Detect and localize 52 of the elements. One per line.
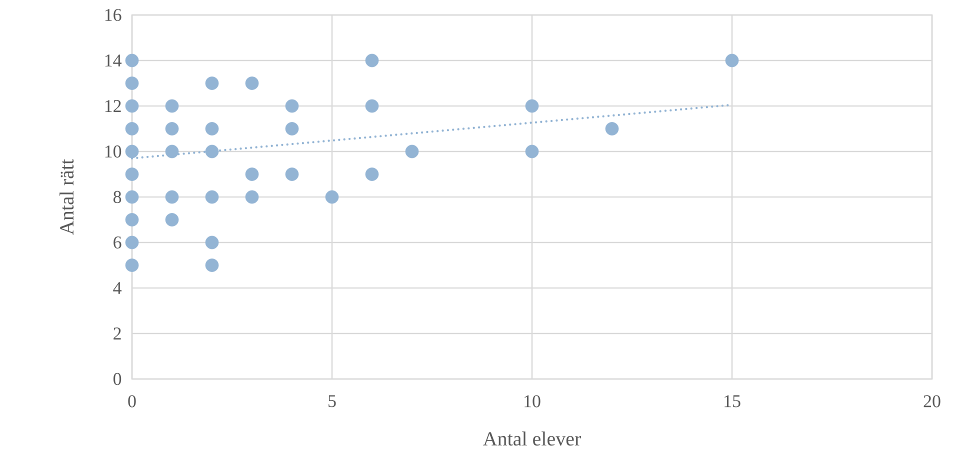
point	[205, 144, 219, 158]
y-tick-label: 16	[105, 8, 122, 22]
point	[165, 99, 179, 113]
point	[285, 122, 299, 136]
y-tick-label: 10	[105, 145, 122, 158]
x-tick-label: 10	[524, 395, 540, 408]
x-tick-label: 20	[924, 395, 940, 408]
point	[245, 76, 259, 90]
point	[365, 54, 379, 68]
y-tick-label: 4	[113, 282, 122, 294]
y-tick-label: 6	[114, 236, 122, 249]
point	[165, 213, 179, 226]
point	[125, 99, 139, 113]
point	[285, 168, 299, 181]
point	[365, 99, 379, 113]
point	[125, 258, 139, 272]
point	[525, 99, 539, 113]
x-axis-title: Antal elever	[483, 432, 581, 446]
point	[125, 236, 139, 250]
point	[205, 76, 219, 90]
point	[285, 99, 299, 113]
point	[205, 190, 219, 204]
point	[125, 76, 139, 90]
y-tick-label: 8	[113, 190, 122, 204]
y-tick-label: 14	[105, 54, 122, 66]
point	[125, 190, 139, 204]
point	[165, 122, 179, 136]
point	[725, 54, 739, 68]
point	[125, 213, 139, 226]
point	[125, 168, 139, 181]
point	[245, 168, 259, 181]
y-axis-title: Antal rätt	[60, 159, 74, 235]
point	[365, 168, 379, 181]
point	[205, 122, 219, 136]
point	[525, 144, 539, 158]
point	[125, 54, 139, 68]
y-tick-label: 2	[114, 328, 121, 340]
x-tick-label: 0	[128, 395, 136, 408]
point	[125, 122, 139, 136]
point	[245, 190, 259, 204]
point	[125, 144, 139, 158]
point	[205, 258, 219, 272]
y-tick-label: 12	[105, 100, 121, 112]
y-tick-label: 0	[113, 372, 122, 386]
point	[165, 144, 179, 158]
point	[205, 236, 219, 250]
point	[605, 122, 619, 136]
point	[405, 144, 419, 158]
point	[165, 190, 179, 204]
point	[325, 190, 339, 204]
x-tick-label: 5	[328, 395, 336, 408]
x-tick-label: 15	[724, 395, 740, 408]
